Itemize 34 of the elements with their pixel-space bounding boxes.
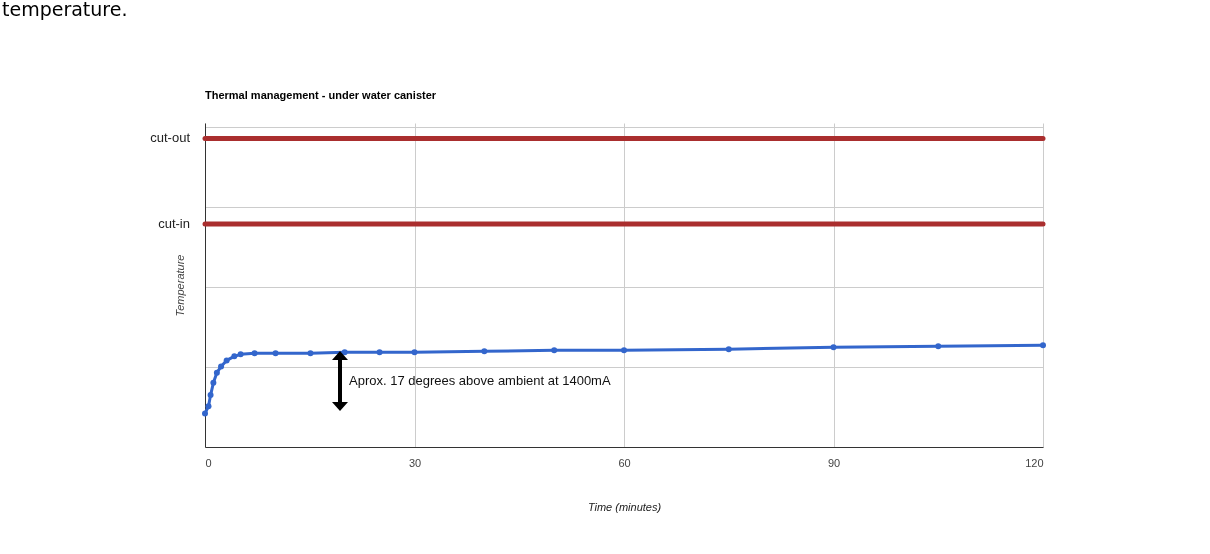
point xyxy=(210,379,217,386)
chart-title: Thermal management - under water canister xyxy=(205,89,437,101)
ref-line-label: cut-out xyxy=(150,130,191,146)
x-tick-label: 120 xyxy=(1025,456,1044,469)
text: temperature. xyxy=(2,0,128,20)
point xyxy=(231,353,238,360)
point xyxy=(341,349,348,356)
x-tick-label: 30 xyxy=(408,456,422,469)
point xyxy=(935,343,942,350)
point xyxy=(251,350,258,357)
point xyxy=(205,403,212,410)
point xyxy=(237,351,244,358)
point xyxy=(202,410,208,417)
point xyxy=(376,349,383,356)
point xyxy=(411,349,418,356)
point xyxy=(272,350,279,357)
point xyxy=(551,347,558,354)
x-tick-label: 60 xyxy=(618,456,631,469)
point xyxy=(481,348,488,355)
point xyxy=(213,369,220,376)
point xyxy=(830,344,837,351)
annotation: Aprox. 17 degrees above ambient at 1400mA xyxy=(349,373,611,388)
point xyxy=(207,392,214,399)
y-axis-title: Temperature xyxy=(173,254,186,317)
point xyxy=(307,350,314,357)
point xyxy=(218,363,225,370)
x-axis-title: Time (minutes) xyxy=(587,500,662,513)
point xyxy=(1040,342,1046,349)
point xyxy=(223,357,230,364)
ref-line-label: cut-in xyxy=(158,215,190,231)
x-tick-label: 90 xyxy=(827,456,841,469)
point xyxy=(725,346,732,353)
x-tick-label: 0 xyxy=(205,456,212,469)
point xyxy=(621,347,627,354)
